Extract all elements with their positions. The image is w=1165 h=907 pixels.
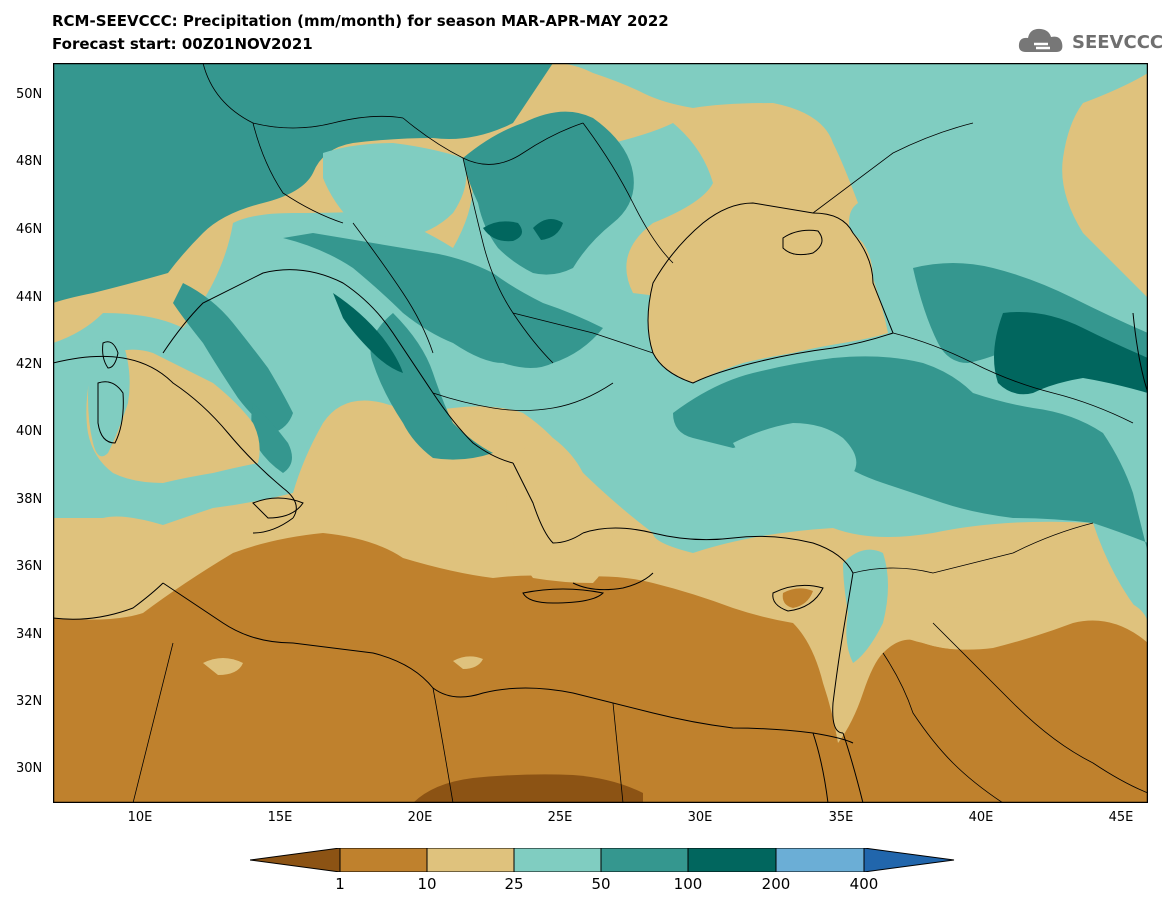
lat-tick-30n: 30N bbox=[16, 761, 43, 776]
precipitation-map bbox=[53, 63, 1148, 803]
lat-tick-36n: 36N bbox=[16, 559, 43, 574]
lon-tick-30e: 30E bbox=[687, 810, 713, 825]
lat-tick-44n: 44N bbox=[16, 290, 43, 305]
aegean-10-25 bbox=[506, 437, 613, 583]
legend-label-400: 400 bbox=[849, 875, 879, 893]
lat-tick-48n: 48N bbox=[16, 154, 43, 169]
black-sea-10-25 bbox=[648, 203, 888, 383]
logo-text: SEEVCCC bbox=[1072, 32, 1164, 53]
country-borders bbox=[132, 63, 1148, 803]
arabia-10-25 bbox=[883, 598, 1148, 650]
legend-swatch-50-100 bbox=[600, 848, 689, 872]
lat-tick-50n: 50N bbox=[16, 87, 43, 102]
turkey-50-100 bbox=[673, 356, 1148, 553]
colorbar-legend bbox=[250, 848, 955, 872]
carpathian-100-200-b bbox=[533, 219, 563, 240]
italy-south-50-100 bbox=[251, 403, 292, 473]
legend-label-10: 10 bbox=[417, 875, 437, 893]
lat-tick-32n: 32N bbox=[16, 694, 43, 709]
libya-patch-10-25-b bbox=[453, 656, 483, 669]
lon-tick-45e: 45E bbox=[1108, 810, 1134, 825]
legend-swatch-1-10 bbox=[339, 848, 428, 872]
dinaric-50-100 bbox=[283, 233, 603, 368]
legend-swatch-100-200 bbox=[687, 848, 777, 872]
legend-swatch-above-400 bbox=[863, 848, 955, 872]
legend-label-50: 50 bbox=[591, 875, 611, 893]
turkey-25-50-interior bbox=[733, 423, 857, 483]
dinaric-100-200 bbox=[333, 293, 403, 373]
legend-swatch-200-400 bbox=[775, 848, 865, 872]
region-25-50-north bbox=[53, 63, 1148, 623]
lat-tick-46n: 46N bbox=[16, 222, 43, 237]
lat-tick-40n: 40N bbox=[16, 424, 43, 439]
lon-tick-15e: 15E bbox=[267, 810, 293, 825]
libya-patch-10-25 bbox=[203, 658, 243, 675]
map-border bbox=[53, 63, 1148, 803]
italy-50-100 bbox=[173, 283, 293, 433]
libya-below-1 bbox=[413, 774, 643, 803]
pannonian-25-50 bbox=[323, 143, 467, 238]
legend-label-25: 25 bbox=[504, 875, 524, 893]
lat-tick-38n: 38N bbox=[16, 492, 43, 507]
legend-swatch-below-1 bbox=[250, 848, 341, 872]
north-africa-1-10 bbox=[53, 533, 1148, 803]
lon-tick-35e: 35E bbox=[828, 810, 854, 825]
lon-tick-25e: 25E bbox=[547, 810, 573, 825]
legend-label-1: 1 bbox=[335, 875, 345, 893]
carpathian-100-200 bbox=[483, 221, 522, 242]
levant-25-50 bbox=[843, 549, 888, 663]
legend-label-100: 100 bbox=[673, 875, 703, 893]
alps-50-100 bbox=[53, 63, 553, 303]
georgia-100-200 bbox=[994, 312, 1148, 395]
legend-label-200: 200 bbox=[761, 875, 791, 893]
coastlines bbox=[53, 202, 1148, 803]
cyprus-1-10 bbox=[782, 588, 813, 608]
map-title-line-2: Forecast start: 00Z01NOV2021 bbox=[52, 35, 313, 53]
legend-swatch-10-25 bbox=[426, 848, 515, 872]
lat-tick-34n: 34N bbox=[16, 627, 43, 642]
legend-swatch-25-50 bbox=[513, 848, 602, 872]
lon-tick-10e: 10E bbox=[127, 810, 153, 825]
east-europe-10-25 bbox=[1062, 73, 1148, 298]
lon-tick-20e: 20E bbox=[407, 810, 433, 825]
map-title-line-1: RCM-SEEVCCC: Precipitation (mm/month) fo… bbox=[52, 12, 669, 30]
cloud-icon bbox=[1018, 28, 1063, 52]
tyrrhenian-10-25 bbox=[86, 349, 260, 483]
balkan-50-100 bbox=[370, 313, 493, 460]
seevccc-logo: SEEVCCC bbox=[1016, 20, 1163, 60]
lon-tick-40e: 40E bbox=[968, 810, 994, 825]
lat-tick-42n: 42N bbox=[16, 357, 43, 372]
